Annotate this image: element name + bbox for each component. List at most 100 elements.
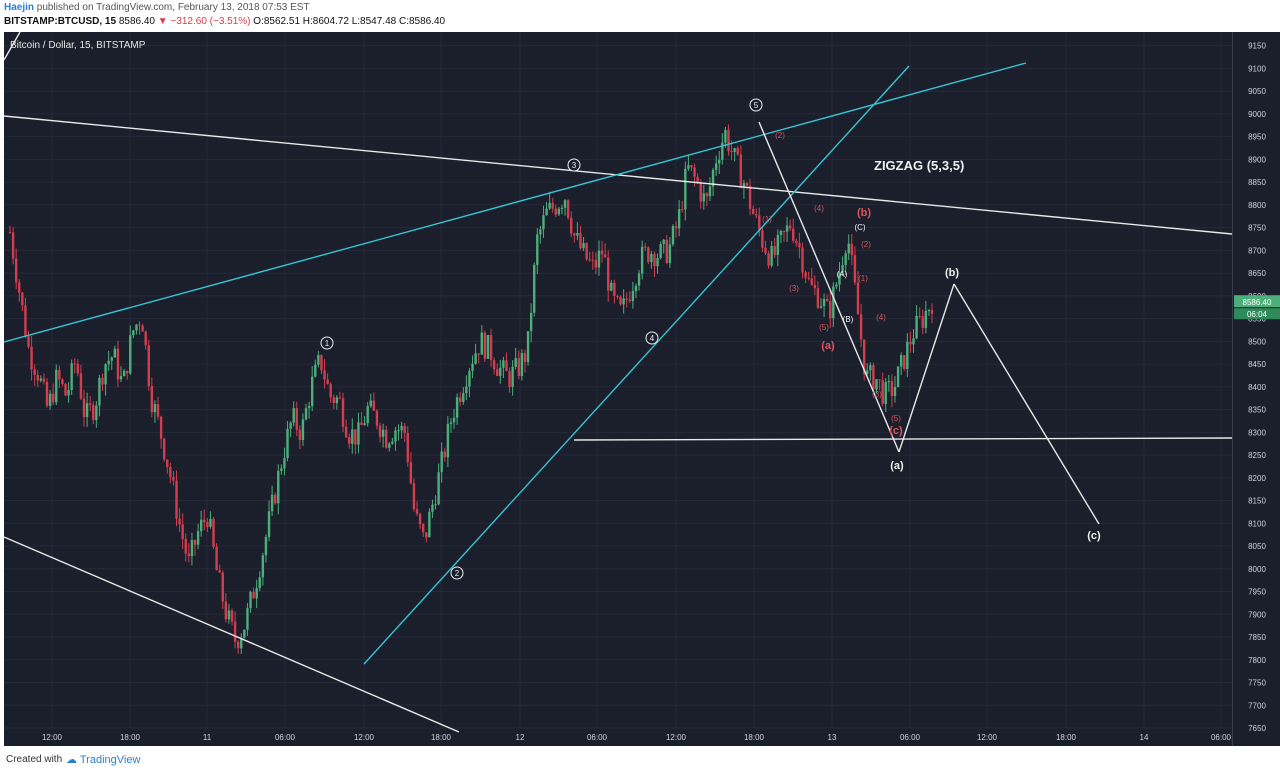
candle-body	[98, 377, 101, 406]
candle-body	[758, 215, 761, 231]
candle-body	[779, 231, 783, 235]
candle-body	[647, 247, 650, 263]
candle-body	[804, 272, 807, 278]
candle-body	[209, 518, 212, 527]
candle-body	[218, 570, 221, 573]
candle-body	[187, 553, 191, 557]
candle-body	[724, 129, 727, 143]
candle-body	[801, 247, 804, 273]
wave-label-red: (c)	[889, 425, 903, 437]
candle-body	[122, 370, 126, 377]
candle-body	[610, 282, 613, 291]
candle-body	[11, 232, 15, 259]
y-tick-label: 8500	[1248, 337, 1266, 346]
y-tick-label: 9000	[1248, 110, 1266, 119]
candle-body	[301, 419, 305, 440]
candle-body	[496, 369, 499, 376]
candle-body	[625, 298, 628, 300]
candle-body	[156, 404, 160, 417]
candle-body	[36, 374, 39, 381]
wave-label-red: (3)	[789, 284, 799, 293]
candle-body	[341, 398, 345, 427]
candle-body	[878, 379, 881, 381]
candle-body	[798, 242, 801, 248]
candle-body	[637, 273, 641, 286]
wave-label-red: (1)	[762, 215, 772, 224]
candle-body	[199, 519, 203, 532]
candle-body	[566, 200, 570, 218]
wave-label-white: (B)	[843, 315, 854, 324]
candle-body	[465, 386, 468, 394]
y-tick-label: 8950	[1248, 133, 1266, 142]
candle-body	[33, 369, 36, 375]
created-with-text: Created with	[6, 754, 63, 765]
candle-body	[890, 381, 894, 396]
candle-body	[55, 369, 58, 403]
candle-body	[881, 380, 884, 404]
candle-body	[628, 299, 632, 302]
candle-body	[841, 264, 844, 273]
candle-body	[67, 390, 70, 396]
candle-body	[261, 555, 265, 578]
candle-body	[397, 430, 400, 432]
candle-body	[351, 429, 354, 444]
y-tick-label: 8250	[1248, 451, 1266, 460]
candle-body	[514, 358, 517, 367]
candle-body	[252, 591, 255, 599]
candle-body	[116, 348, 120, 380]
candle-body	[221, 572, 224, 602]
candle-body	[347, 437, 351, 444]
candle-body	[653, 253, 656, 267]
y-tick-label: 8850	[1248, 178, 1266, 187]
candle-body	[394, 430, 397, 442]
x-tick-label: 06:00	[587, 733, 608, 742]
y-tick-label: 8150	[1248, 497, 1266, 506]
candle-body	[903, 355, 906, 369]
candle-body	[483, 332, 487, 359]
candle-body	[668, 244, 672, 263]
candle-body	[563, 200, 567, 208]
wave-a-leg	[758, 121, 900, 453]
y-tick-label: 7950	[1248, 588, 1266, 597]
x-tick-label: 12	[516, 733, 525, 742]
candle-body	[153, 404, 157, 413]
candle-body	[428, 511, 431, 538]
price-axis[interactable]: 9150 9100 9050 9000 8950 8900 8850 8800 8750 8700…	[1232, 32, 1280, 746]
candle-body	[48, 393, 52, 406]
candle-body	[699, 182, 702, 202]
candle-body	[640, 246, 644, 274]
wave-count-label: 1	[325, 339, 330, 348]
candle-body	[243, 629, 246, 638]
tradingview-logo[interactable]: ☁ TradingView	[66, 754, 141, 766]
candle-body	[110, 357, 113, 361]
candle-body	[585, 243, 588, 260]
last-price-tag-text: 8586.40	[1243, 298, 1272, 307]
candle-body	[619, 296, 622, 305]
candle-body	[613, 282, 616, 296]
candle-body	[480, 332, 483, 355]
candle-body	[270, 494, 274, 512]
candle-body	[819, 306, 823, 308]
candle-body	[591, 259, 595, 261]
candle-body	[425, 532, 428, 538]
x-tick-label: 18:00	[120, 733, 141, 742]
candle-body	[511, 366, 514, 387]
candle-body	[203, 519, 206, 523]
candle-body	[502, 360, 505, 368]
chart-area[interactable]: 12:00 18:00 11 06:00 12:00 18:00 12 06:00 12:00 1…	[3, 31, 1233, 746]
zigzag-annotation: ZIGZAG (5,3,5)	[874, 158, 964, 173]
candle-body	[51, 393, 55, 403]
candle-body	[644, 246, 647, 248]
author-name[interactable]: Haejin	[4, 2, 35, 13]
candle-body	[314, 364, 317, 377]
candle-body	[431, 504, 434, 512]
candle-body	[233, 621, 237, 642]
candle-body	[381, 429, 385, 437]
brand-name: TradingView	[79, 754, 141, 766]
candle-body	[113, 348, 117, 358]
candle-body	[144, 331, 147, 346]
x-tick-label: 12:00	[42, 733, 63, 742]
candle-body	[529, 312, 533, 332]
candle-body	[132, 330, 135, 336]
candle-body	[363, 423, 366, 425]
